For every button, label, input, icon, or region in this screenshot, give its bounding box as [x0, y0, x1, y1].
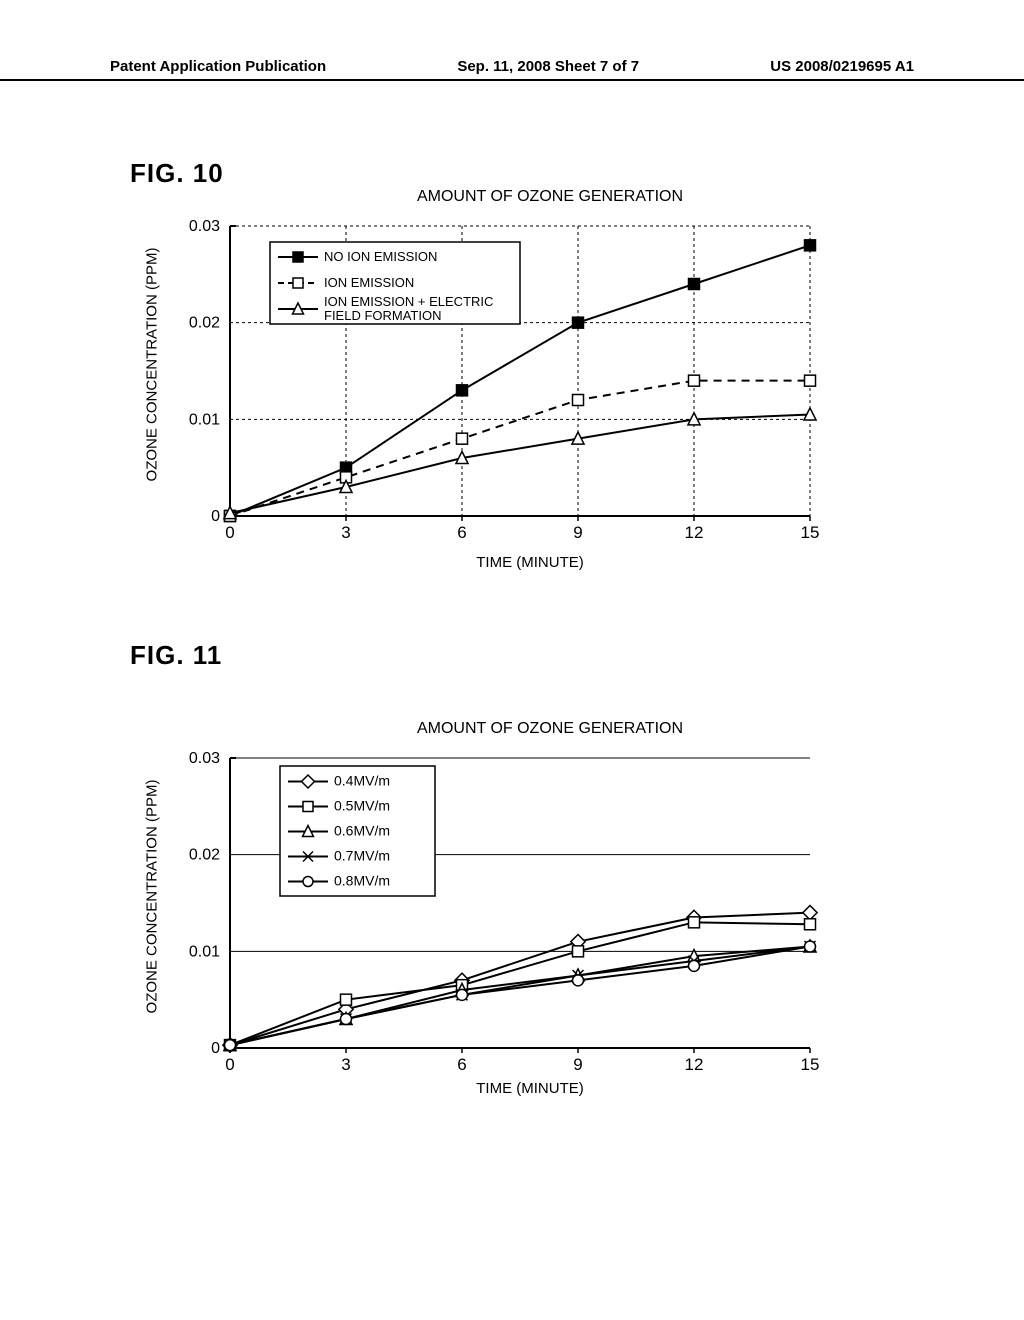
svg-text:0.01: 0.01 — [189, 943, 220, 960]
svg-text:12: 12 — [685, 1055, 704, 1074]
svg-text:0.02: 0.02 — [189, 315, 220, 332]
svg-text:0.5MV/m: 0.5MV/m — [334, 798, 390, 814]
svg-text:0.03: 0.03 — [189, 218, 220, 235]
fig10-plot: 0 3 6 9 12 15 0 0.01 0.02 0.03 NO ION EMISSION ION … — [160, 216, 860, 556]
svg-text:3: 3 — [341, 1055, 350, 1074]
svg-text:0: 0 — [211, 508, 220, 525]
fig11-chart: AMOUNT OF OZONE GENERATION OZONE CONCENT… — [130, 720, 850, 1097]
svg-text:0: 0 — [211, 1040, 220, 1057]
svg-text:ION EMISSION + ELECTRIC: ION EMISSION + ELECTRIC — [324, 294, 493, 309]
header-left: Patent Application Publication — [110, 58, 326, 75]
svg-text:0.8MV/m: 0.8MV/m — [334, 873, 390, 889]
fig11-label: FIG. 11 — [130, 640, 222, 671]
svg-text:6: 6 — [457, 1055, 466, 1074]
svg-text:6: 6 — [457, 523, 466, 542]
fig11-ylabel: OZONE CONCENTRATION (PPM) — [143, 780, 160, 1014]
svg-text:0.01: 0.01 — [189, 411, 220, 428]
svg-text:NO ION EMISSION: NO ION EMISSION — [324, 249, 437, 264]
svg-text:0.4MV/m: 0.4MV/m — [334, 773, 390, 789]
fig10-chart: AMOUNT OF OZONE GENERATION OZONE CONCENT… — [130, 188, 850, 571]
svg-text:12: 12 — [685, 523, 704, 542]
page-header: Patent Application Publication Sep. 11, … — [0, 58, 1024, 81]
svg-text:ION EMISSION: ION EMISSION — [324, 275, 414, 290]
svg-text:15: 15 — [801, 523, 820, 542]
fig10-title: AMOUNT OF OZONE GENERATION — [250, 188, 850, 206]
svg-text:0.03: 0.03 — [189, 750, 220, 767]
svg-text:15: 15 — [801, 1055, 820, 1074]
svg-text:9: 9 — [573, 1055, 582, 1074]
fig10-label: FIG. 10 — [130, 158, 224, 189]
svg-text:0: 0 — [225, 523, 234, 542]
svg-text:0.6MV/m: 0.6MV/m — [334, 823, 390, 839]
header-right: US 2008/0219695 A1 — [770, 58, 914, 75]
svg-text:0.7MV/m: 0.7MV/m — [334, 848, 390, 864]
header-center: Sep. 11, 2008 Sheet 7 of 7 — [457, 58, 639, 75]
fig10-xlabel: TIME (MINUTE) — [210, 554, 850, 571]
page: Patent Application Publication Sep. 11, … — [0, 0, 1024, 1320]
fig11-plot: 0 3 6 9 12 15 0 0.01 0.02 0.03 0.4MV/m 0.5MV/m 0.6MV… — [160, 748, 860, 1088]
svg-text:3: 3 — [341, 523, 350, 542]
fig10-ylabel: OZONE CONCENTRATION (PPM) — [143, 248, 160, 482]
fig11-title: AMOUNT OF OZONE GENERATION — [250, 720, 850, 738]
svg-text:0: 0 — [225, 1055, 234, 1074]
svg-text:9: 9 — [573, 523, 582, 542]
svg-text:0.02: 0.02 — [189, 847, 220, 864]
svg-text:FIELD FORMATION: FIELD FORMATION — [324, 308, 441, 323]
